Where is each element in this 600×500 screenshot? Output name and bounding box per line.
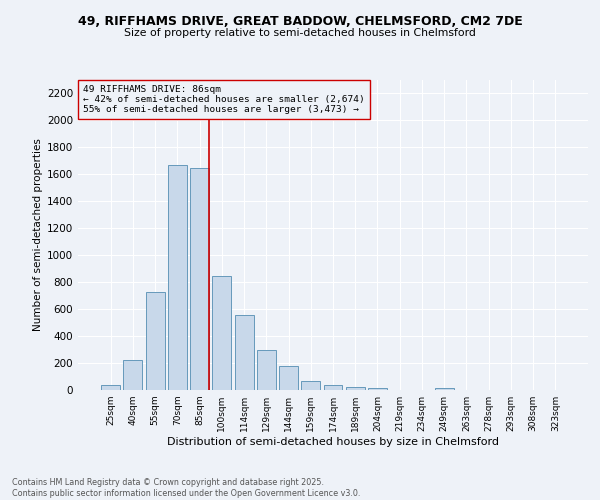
- Bar: [101, 384, 120, 390]
- Text: Contains HM Land Registry data © Crown copyright and database right 2025.
Contai: Contains HM Land Registry data © Crown c…: [12, 478, 361, 498]
- Bar: [212, 276, 231, 390]
- X-axis label: Distribution of semi-detached houses by size in Chelmsford: Distribution of semi-detached houses by …: [167, 437, 499, 447]
- Bar: [368, 388, 387, 390]
- Text: Size of property relative to semi-detached houses in Chelmsford: Size of property relative to semi-detach…: [124, 28, 476, 38]
- Y-axis label: Number of semi-detached properties: Number of semi-detached properties: [33, 138, 43, 332]
- Bar: [146, 292, 164, 390]
- Text: 49 RIFFHAMS DRIVE: 86sqm
← 42% of semi-detached houses are smaller (2,674)
55% o: 49 RIFFHAMS DRIVE: 86sqm ← 42% of semi-d…: [83, 84, 365, 114]
- Bar: [279, 366, 298, 390]
- Bar: [257, 350, 276, 390]
- Bar: [168, 165, 187, 390]
- Text: 49, RIFFHAMS DRIVE, GREAT BADDOW, CHELMSFORD, CM2 7DE: 49, RIFFHAMS DRIVE, GREAT BADDOW, CHELMS…: [77, 15, 523, 28]
- Bar: [124, 360, 142, 390]
- Bar: [323, 386, 343, 390]
- Bar: [435, 388, 454, 390]
- Bar: [346, 386, 365, 390]
- Bar: [301, 381, 320, 390]
- Bar: [190, 168, 209, 390]
- Bar: [235, 315, 254, 390]
